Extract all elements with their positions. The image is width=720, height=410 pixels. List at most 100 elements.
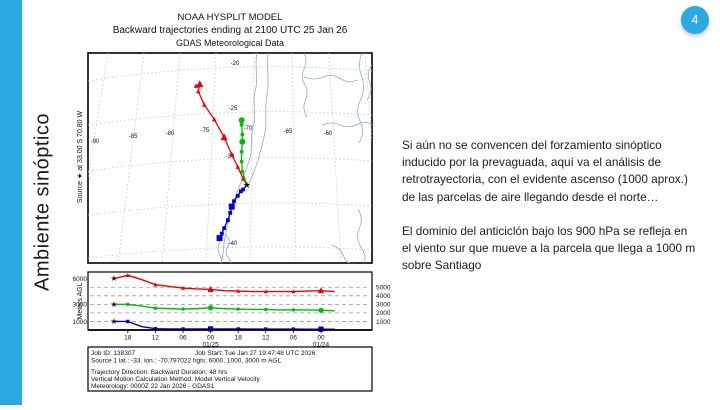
profile-x-tick-label: 12 — [152, 335, 160, 342]
slide-section-title: Ambiente sinóptico — [31, 113, 54, 292]
trajectory-marker-3000m — [239, 149, 244, 154]
profile-ylabel: Meters AGL — [77, 282, 84, 319]
trajectory-marker-3000m — [240, 132, 245, 137]
profile-x-tick-label: 18 — [235, 335, 243, 342]
trajectory-marker-6000m — [240, 176, 246, 181]
profile-x-date-label: 01/25 — [202, 342, 219, 349]
profile-marker-6000 — [317, 287, 325, 294]
paragraph-2-line: el viento sur que mueve a la parcela que… — [402, 241, 696, 256]
profile-marker-1000 — [264, 327, 268, 331]
profile-x-tick-label: 12 — [262, 335, 270, 342]
map-graticule — [88, 53, 372, 263]
profile-marker-6000 — [125, 273, 130, 277]
sidebar-accent-bar — [0, 0, 22, 405]
profile-start-star: ★ — [110, 300, 117, 309]
profile-marker-3000 — [236, 307, 240, 311]
source-star-marker: ★ — [243, 180, 251, 190]
figure-title-line1: NOAA HYSPLIT MODEL — [178, 12, 283, 23]
trajectory-marker-6000m — [193, 83, 199, 88]
trajectory-marker-3000m — [239, 159, 244, 164]
trajectory-marker-1000m — [241, 187, 246, 192]
trajectory-marker-1000m — [216, 235, 223, 242]
paragraph-1-line: inducido por la prevaguada, aquí va el a… — [402, 155, 662, 170]
trajectory-marker-3000m — [239, 138, 246, 145]
profile-x-tick-label: 06 — [290, 335, 298, 342]
profile-marker-1000 — [208, 326, 214, 332]
footer-meteorology-line: Meteorology: 0000Z 22 Jan 2026 - GDAS1 — [91, 383, 215, 390]
map-plot-area: -90 -85 -80 -75 -70 -65 -60 -20 -25 -30 -40 ★ — [88, 53, 372, 263]
graticule-label: -90 — [91, 139, 100, 145]
trajectory-marker-3000m — [239, 122, 244, 127]
profile-marker-1000 — [181, 327, 185, 331]
profile-start-star: ★ — [110, 274, 117, 283]
trajectory-marker-6000m — [196, 80, 204, 88]
graticule-label: -40 — [229, 241, 238, 247]
trajectory-marker-1000m — [222, 226, 227, 231]
trajectory-marker-1000m — [228, 203, 235, 210]
trajectory-marker-6000m — [220, 133, 228, 141]
trajectory-marker-3000m — [240, 169, 245, 174]
profile-line-3000 — [114, 303, 335, 312]
profile-marker-6000 — [236, 288, 241, 293]
trajectory-marker-6000m — [196, 88, 201, 94]
profile-right-axis-label: 5000 — [376, 285, 391, 292]
profile-marker-6000 — [207, 286, 214, 292]
profile-marker-1000 — [236, 327, 240, 331]
profile-x-tick-label: 18 — [124, 335, 132, 342]
profile-x-date-label: 01/24 — [313, 342, 330, 349]
profile-right-axis-label: 3000 — [376, 302, 391, 309]
trajectory-marker-6000m — [202, 102, 207, 107]
profile-marker-1000 — [153, 327, 158, 331]
profile-marker-3000 — [291, 308, 296, 312]
trajectory-marker-3000m — [238, 117, 245, 124]
graticule-label: -70 — [244, 126, 253, 132]
profile-right-axis-label: 2000 — [376, 310, 391, 317]
footer-frame — [87, 346, 373, 392]
map-trajectories: -90 -85 -80 -75 -70 -65 -60 -20 -25 -30 -40 ★ — [91, 61, 333, 247]
trajectory-marker-1000m — [226, 218, 230, 222]
profile-marker-3000 — [318, 307, 324, 313]
graticule-label: -30 — [226, 154, 235, 160]
profile-left-axis-label: 1000 — [73, 319, 88, 326]
profile-marker-3000 — [126, 302, 130, 307]
trajectory-marker-1000m — [232, 199, 236, 204]
paragraph-1-line: Si aún no se convencen del forzamiento s… — [402, 138, 662, 152]
profile-x-tick-label: 00 — [207, 335, 215, 342]
profile-marker-6000 — [180, 285, 186, 290]
profile-left-axis-label: 3000 — [73, 302, 88, 309]
body-text-block: Si aún no se convencen del forzamiento s… — [402, 137, 720, 291]
trajectory-line-6000m — [195, 83, 248, 186]
profile-marker-3000 — [153, 306, 158, 310]
profile-marker-1000 — [291, 327, 296, 331]
profile-x-tick-label: 06 — [179, 335, 187, 342]
map-frame — [87, 52, 373, 264]
graticule-label: -75 — [201, 128, 210, 134]
trajectory-marker-1000m — [219, 231, 224, 236]
graticule-label: -60 — [324, 131, 333, 137]
trajectory-marker-6000m — [229, 151, 234, 157]
graticule-label: -20 — [231, 61, 240, 67]
trajectory-marker-6000m — [235, 164, 241, 169]
profile-line-6000 — [113, 274, 335, 293]
hysplit-figure: NOAA HYSPLIT MODEL Backward trajectories… — [60, 5, 400, 405]
map-ylabel: Source ★ at 33.00 S 70.80 W — [76, 110, 84, 203]
figure-title-line3: GDAS Meteorological Data — [176, 38, 284, 48]
footer-source-line: Source 1 lat.: -33. lon.: -70.797022 hgt… — [91, 358, 281, 365]
paragraph-1-line: de las parcelas de aire llegando desde e… — [402, 189, 659, 204]
page-number-badge: 4 — [681, 6, 709, 34]
footer-vertical-motion-line: Vertical Motion Calculation Method: Mode… — [91, 376, 260, 383]
paragraph-2: El dominio del anticiclón bajo los 900 h… — [402, 223, 720, 275]
profile-marker-1000 — [126, 319, 130, 324]
footer-job-id: Job ID: 138307 — [91, 350, 135, 357]
footer-direction-line: Trajectory Direction: Backward Duration:… — [91, 369, 228, 376]
profile-frame — [87, 271, 373, 331]
figure-title-line2: Backward trajectories ending at 2100 UTC… — [113, 25, 348, 36]
graticule-label: -80 — [166, 131, 175, 137]
profile-marker-6000 — [291, 289, 296, 294]
profile-marker-3000 — [264, 307, 268, 312]
trajectory-marker-1000m — [235, 193, 240, 198]
profile-marker-6000 — [153, 282, 158, 287]
paragraph-2-line: sobre Santiago — [402, 258, 482, 273]
